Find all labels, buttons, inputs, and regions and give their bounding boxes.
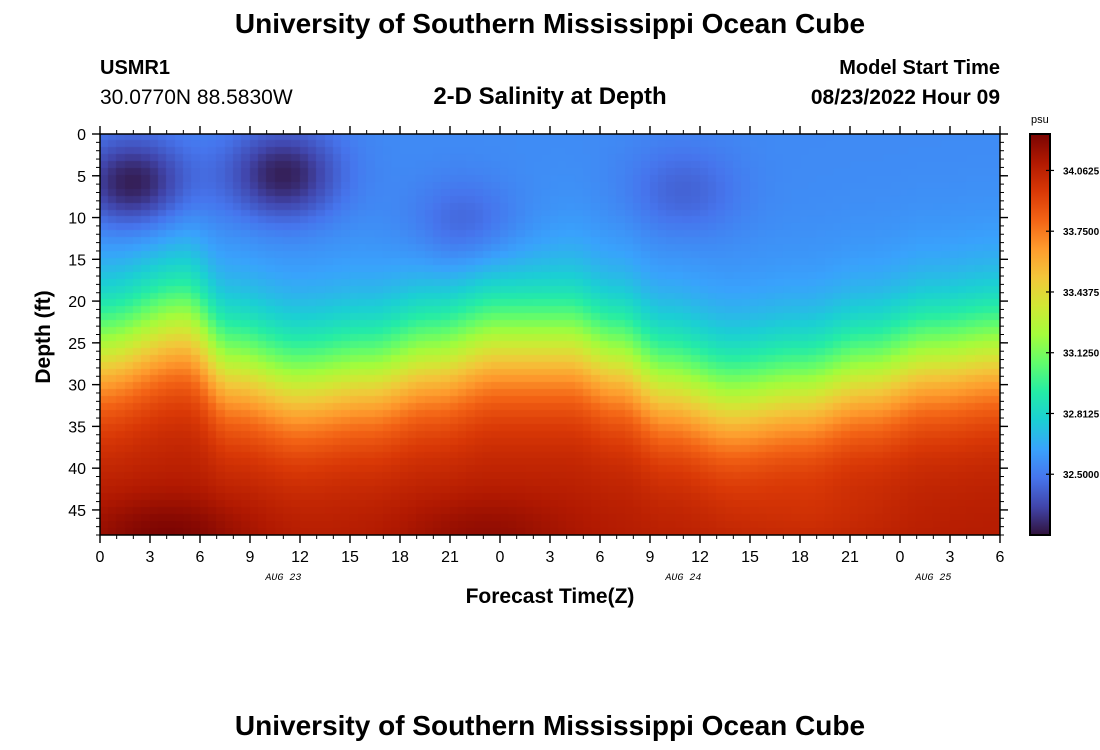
x-tick-label: 0 [96, 549, 105, 566]
salinity-heatmap [100, 134, 1000, 535]
colorbar-tick-label: 33.4375 [1063, 288, 1100, 299]
x-tick-label: 12 [291, 549, 309, 566]
colorbar-unit: psu [1031, 114, 1049, 126]
colorbar-tick-label: 32.8125 [1063, 409, 1100, 420]
footer-institution-title: University of Southern Mississippi Ocean… [234, 710, 866, 741]
y-tick-label: 15 [68, 252, 86, 269]
y-tick-label: 40 [68, 461, 86, 478]
x-tick-label: 9 [246, 549, 255, 566]
y-tick-label: 5 [77, 169, 86, 186]
y-tick-label: 30 [68, 378, 86, 395]
x-tick-label: 15 [341, 549, 359, 566]
y-tick-label: 20 [68, 294, 86, 311]
x-tick-label: 21 [841, 549, 859, 566]
colorbar-tick-label: 33.7500 [1063, 227, 1100, 238]
station-id: USMR1 [100, 57, 171, 79]
y-tick-label: 35 [68, 419, 86, 436]
colorbar-gradient [1030, 134, 1050, 535]
x-tick-label: 6 [596, 549, 605, 566]
x-tick-label: 12 [691, 549, 709, 566]
x-tick-label: 3 [546, 549, 555, 566]
colorbar-frame [1029, 133, 1051, 536]
x-axis-label: Forecast Time(Z) [465, 585, 635, 608]
colorbar-tick-label: 32.5000 [1063, 470, 1100, 481]
x-tick-label: 0 [896, 549, 905, 566]
model-start-label: Model Start Time [839, 57, 1000, 79]
x-tick-label: 0 [496, 549, 505, 566]
x-tick-label: 9 [646, 549, 655, 566]
x-tick-label: 3 [946, 549, 955, 566]
x-date-label: AUG 24 [664, 573, 701, 584]
x-tick-label: 18 [791, 549, 809, 566]
x-tick-label: 3 [146, 549, 155, 566]
chart-axes: 0 3 6 9 12 15 18 21 0 3 6 9 12 15 18 21 0 3 6 AUG 23 AUG 24 A… [68, 126, 1100, 584]
y-tick-label: 45 [68, 503, 86, 520]
y-axis-label: Depth (ft) [32, 290, 55, 384]
x-date-label: AUG 25 [914, 573, 951, 584]
model-start-value: 08/23/2022 Hour 09 [810, 86, 1000, 109]
y-tick-label: 25 [68, 336, 86, 353]
station-coordinates: 30.0770N 88.5830W [100, 86, 293, 109]
institution-title: University of Southern Mississippi Ocean… [234, 8, 866, 39]
x-tick-label: 15 [741, 549, 759, 566]
x-tick-label: 6 [196, 549, 205, 566]
x-tick-label: 6 [996, 549, 1005, 566]
y-tick-label: 10 [68, 211, 86, 228]
y-tick-label: 0 [77, 127, 86, 144]
plot-frame [99, 133, 1001, 536]
colorbar-tick-label: 33.1250 [1063, 349, 1100, 360]
x-tick-label: 18 [391, 549, 409, 566]
plot-title: 2-D Salinity at Depth [433, 83, 667, 110]
x-date-label: AUG 23 [264, 573, 301, 584]
colorbar-tick-label: 34.0625 [1063, 166, 1100, 177]
x-tick-label: 21 [441, 549, 459, 566]
